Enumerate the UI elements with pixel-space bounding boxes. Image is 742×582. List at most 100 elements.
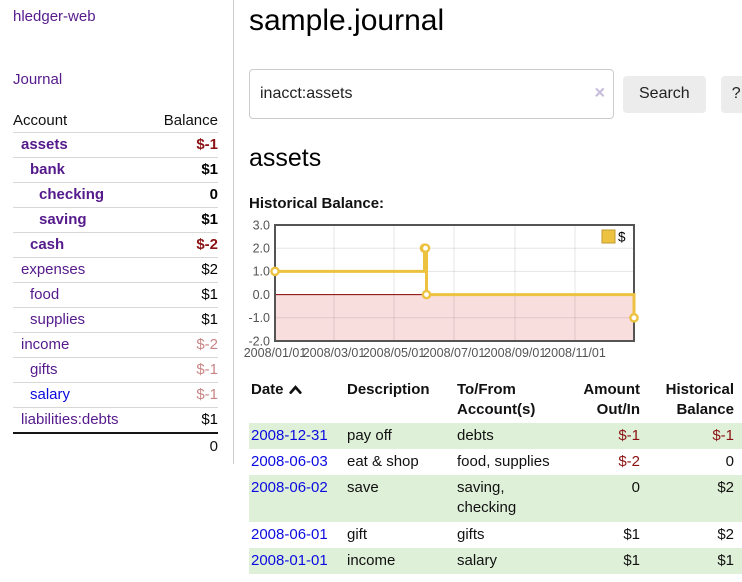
account-row: salary $-1 (13, 382, 218, 407)
amount-cell: $1 (623, 525, 640, 543)
account-balance: $-2 (196, 336, 218, 353)
date-cell: 2008-06-02 (249, 475, 345, 522)
amount-cell: $1 (623, 551, 640, 569)
clear-search-icon[interactable]: × (594, 82, 605, 103)
negative-region (275, 294, 634, 341)
transaction-date-link[interactable]: 2008-12-31 (251, 426, 328, 444)
balance-cell: $2 (717, 525, 734, 543)
account-row: saving $1 (13, 207, 218, 232)
column-header-accounts: To/From Account(s) (457, 381, 536, 419)
account-balance: $1 (201, 286, 218, 303)
data-point-marker (629, 313, 639, 323)
y-axis-tick-label: 0.0 (253, 288, 270, 302)
date-cell: 2008-12-31 (249, 423, 345, 449)
description-cell: gift (347, 525, 368, 543)
date-cell: 2008-06-01 (249, 522, 345, 548)
amount-cell: $-2 (618, 452, 640, 470)
y-axis-tick-label: -1.0 (248, 311, 270, 325)
transaction-date-link[interactable]: 2008-06-02 (251, 479, 328, 496)
search-bar: × Search ? (249, 69, 742, 119)
transaction-row: 2008-06-01 gift gifts $1 $2 (249, 522, 742, 548)
sidebar-inner: hledger-web Journal Account Balance asse… (0, 0, 234, 464)
search-input[interactable] (249, 69, 614, 119)
account-heading: assets (249, 144, 322, 172)
account-link-income[interactable]: income (21, 336, 70, 353)
account-link-checking[interactable]: checking (39, 186, 105, 203)
account-row: liabilities:debts $1 (13, 407, 218, 432)
account-balance: 0 (209, 186, 218, 203)
data-point-marker (270, 266, 280, 277)
account-link-salary[interactable]: salary (30, 386, 71, 403)
account-link-food[interactable]: food (30, 286, 60, 303)
accounts-total-row: 0 (13, 432, 218, 460)
account-rows: assets $-1 bank $1 checking 0 saving $1 cash $-2 e… (13, 132, 218, 432)
account-link-gifts[interactable]: gifts (30, 361, 58, 378)
x-axis-tick-label: 2008/01/01 (244, 346, 307, 360)
account-balance: $1 (201, 411, 218, 428)
y-axis-tick-label: 2.0 (253, 242, 270, 256)
account-balance: $1 (201, 211, 218, 228)
accounts-cell: food, supplies (457, 452, 550, 470)
balance-chart-svg: $3.0 2.0 1.0 0.0 -1.0 -2.02008/01/012008/03/0… (244, 218, 639, 360)
transaction-row: 2008-12-31 pay off debts $-1 $-1 (249, 422, 742, 449)
legend-swatch (601, 229, 616, 244)
date-cell: 2008-06-03 (249, 449, 345, 475)
account-row: bank $1 (13, 157, 218, 182)
app-title-link[interactable]: hledger-web (13, 8, 96, 25)
amount-cell: $-1 (618, 426, 640, 444)
account-link-cash[interactable]: cash (30, 236, 65, 253)
balance-cell: $-1 (712, 426, 734, 444)
account-row: expenses $2 (13, 257, 218, 282)
x-axis-tick-label: 2008/03/01 (303, 346, 366, 360)
help-button[interactable]: ? (720, 75, 742, 113)
description-cell: pay off (347, 426, 392, 444)
x-axis-tick-label: 2008/11/01 (544, 346, 606, 360)
account-row: assets $-1 (13, 132, 218, 157)
register-table: Date Description To/From Account(s) Amou… (249, 378, 742, 574)
account-link-expenses[interactable]: expenses (21, 261, 86, 278)
search-box: × (249, 69, 614, 119)
account-balance: $-1 (196, 136, 218, 153)
account-link-supplies[interactable]: supplies (30, 311, 86, 328)
accounts-header-balance: Balance (163, 112, 218, 129)
account-link-saving[interactable]: saving (39, 211, 87, 228)
account-balance: $-1 (196, 386, 218, 403)
data-point-marker (420, 243, 431, 254)
x-axis-tick-label: 2008/05/01 (363, 346, 426, 360)
sidebar-item-journal[interactable]: Journal (13, 71, 63, 88)
account-balance: $1 (201, 311, 218, 328)
account-row: gifts $-1 (13, 357, 218, 382)
accounts-cell: debts (457, 426, 494, 444)
description-cell: income (347, 551, 396, 569)
accounts-cell: gifts (457, 525, 485, 543)
accounts-panel: Account Balance assets $-1 bank $1 checking 0… (13, 110, 218, 460)
y-axis-tick-label: -2.0 (248, 334, 270, 348)
date-header-label: Date (251, 381, 284, 398)
description-cell: eat & shop (347, 452, 419, 470)
account-row: food $1 (13, 282, 218, 307)
amount-cell: 0 (631, 479, 640, 496)
balance-cell: 0 (725, 452, 734, 470)
transaction-date-link[interactable]: 2008-06-01 (251, 525, 328, 543)
account-link-liabilities-debts[interactable]: liabilities:debts (21, 411, 119, 428)
search-button[interactable]: Search (623, 75, 706, 113)
column-header-description: Description (347, 381, 430, 398)
balance-cell: $1 (717, 551, 734, 569)
transaction-date-link[interactable]: 2008-01-01 (251, 551, 328, 569)
column-header-date[interactable]: Date (249, 378, 345, 423)
account-row: checking 0 (13, 182, 218, 207)
account-row: supplies $1 (13, 307, 218, 332)
account-balance: $-1 (196, 361, 218, 378)
balance-cell: $2 (717, 479, 734, 496)
plot-border (274, 224, 635, 342)
caret-up-icon (288, 380, 302, 400)
account-link-assets[interactable]: assets (21, 136, 68, 153)
account-link-bank[interactable]: bank (30, 161, 66, 178)
transaction-date-link[interactable]: 2008-06-03 (251, 452, 328, 470)
transaction-row: 2008-06-02 save saving, checking 0 $2 (249, 475, 742, 522)
total-balance: 0 (209, 438, 218, 455)
column-header-amount: Amount Out/In (583, 381, 640, 419)
description-cell: save (347, 479, 379, 496)
y-axis-tick-label: 3.0 (253, 218, 270, 232)
page-title: sample.journal (249, 4, 445, 37)
